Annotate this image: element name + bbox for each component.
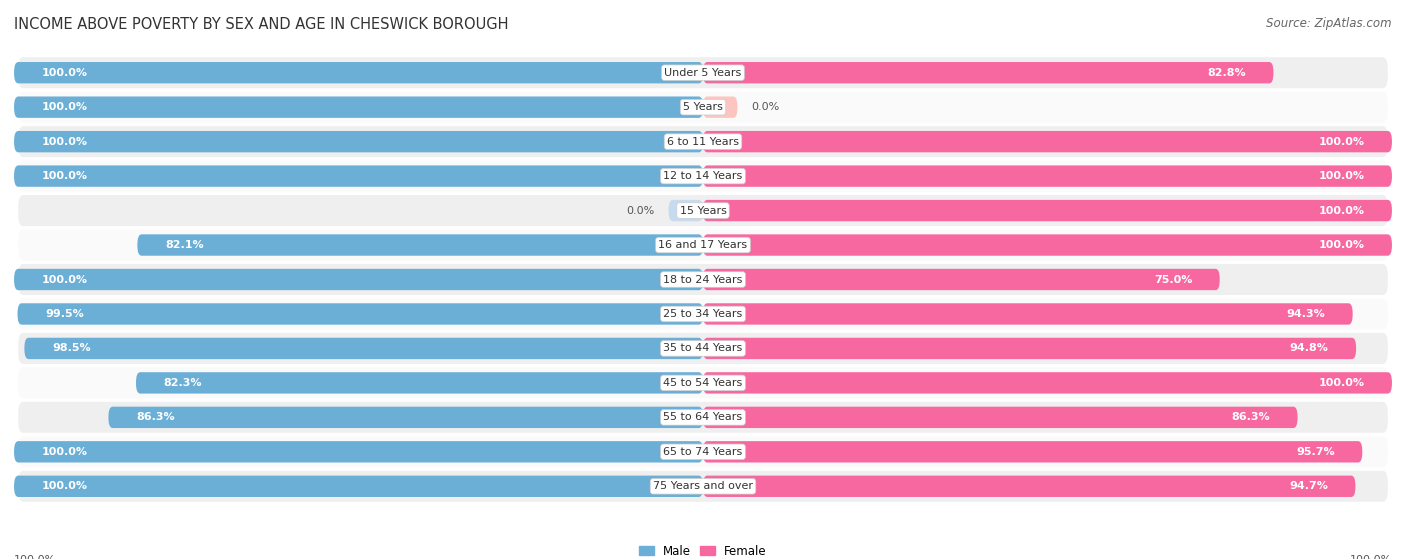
Text: 82.8%: 82.8% — [1208, 68, 1246, 78]
Text: 100.0%: 100.0% — [1319, 136, 1364, 146]
Text: 98.5%: 98.5% — [52, 343, 90, 353]
Text: 82.3%: 82.3% — [163, 378, 202, 388]
FancyBboxPatch shape — [18, 471, 1388, 502]
Legend: Male, Female: Male, Female — [634, 540, 772, 559]
FancyBboxPatch shape — [669, 200, 703, 221]
Text: 15 Years: 15 Years — [679, 206, 727, 216]
Text: 100.0%: 100.0% — [42, 102, 87, 112]
Text: 99.5%: 99.5% — [45, 309, 84, 319]
Text: 100.0%: 100.0% — [1319, 240, 1364, 250]
FancyBboxPatch shape — [703, 131, 1392, 152]
Text: 35 to 44 Years: 35 to 44 Years — [664, 343, 742, 353]
FancyBboxPatch shape — [703, 234, 1392, 255]
Text: 86.3%: 86.3% — [1232, 413, 1270, 423]
FancyBboxPatch shape — [703, 441, 1362, 462]
FancyBboxPatch shape — [14, 62, 703, 83]
Text: 94.3%: 94.3% — [1286, 309, 1324, 319]
FancyBboxPatch shape — [14, 131, 703, 152]
Text: 0.0%: 0.0% — [751, 102, 779, 112]
Text: 94.8%: 94.8% — [1289, 343, 1329, 353]
FancyBboxPatch shape — [703, 476, 1355, 497]
FancyBboxPatch shape — [703, 407, 1298, 428]
FancyBboxPatch shape — [18, 367, 1388, 399]
Text: 100.0%: 100.0% — [1319, 206, 1364, 216]
Text: 100.0%: 100.0% — [42, 447, 87, 457]
Text: Source: ZipAtlas.com: Source: ZipAtlas.com — [1267, 17, 1392, 30]
Text: 6 to 11 Years: 6 to 11 Years — [666, 136, 740, 146]
Text: 95.7%: 95.7% — [1296, 447, 1334, 457]
Text: 12 to 14 Years: 12 to 14 Years — [664, 171, 742, 181]
Text: 100.0%: 100.0% — [1319, 378, 1364, 388]
FancyBboxPatch shape — [18, 126, 1388, 157]
Text: 5 Years: 5 Years — [683, 102, 723, 112]
Text: 100.0%: 100.0% — [1350, 555, 1392, 559]
FancyBboxPatch shape — [18, 264, 1388, 295]
FancyBboxPatch shape — [703, 62, 1274, 83]
Text: 86.3%: 86.3% — [136, 413, 174, 423]
FancyBboxPatch shape — [18, 230, 1388, 260]
FancyBboxPatch shape — [703, 97, 738, 118]
FancyBboxPatch shape — [18, 160, 1388, 192]
Text: 16 and 17 Years: 16 and 17 Years — [658, 240, 748, 250]
FancyBboxPatch shape — [14, 269, 703, 290]
FancyBboxPatch shape — [18, 437, 1388, 467]
FancyBboxPatch shape — [703, 372, 1392, 394]
FancyBboxPatch shape — [703, 165, 1392, 187]
FancyBboxPatch shape — [136, 372, 703, 394]
Text: 100.0%: 100.0% — [42, 274, 87, 285]
FancyBboxPatch shape — [17, 304, 703, 325]
Text: 100.0%: 100.0% — [42, 68, 87, 78]
Text: 75 Years and over: 75 Years and over — [652, 481, 754, 491]
Text: 100.0%: 100.0% — [14, 555, 56, 559]
FancyBboxPatch shape — [14, 97, 703, 118]
FancyBboxPatch shape — [24, 338, 703, 359]
FancyBboxPatch shape — [18, 402, 1388, 433]
FancyBboxPatch shape — [14, 441, 703, 462]
Text: 75.0%: 75.0% — [1154, 274, 1192, 285]
Text: 18 to 24 Years: 18 to 24 Years — [664, 274, 742, 285]
Text: 65 to 74 Years: 65 to 74 Years — [664, 447, 742, 457]
Text: 100.0%: 100.0% — [42, 171, 87, 181]
FancyBboxPatch shape — [138, 234, 703, 255]
Text: INCOME ABOVE POVERTY BY SEX AND AGE IN CHESWICK BOROUGH: INCOME ABOVE POVERTY BY SEX AND AGE IN C… — [14, 17, 509, 32]
Text: 100.0%: 100.0% — [1319, 171, 1364, 181]
Text: 100.0%: 100.0% — [42, 481, 87, 491]
FancyBboxPatch shape — [703, 269, 1220, 290]
FancyBboxPatch shape — [18, 57, 1388, 88]
Text: 25 to 34 Years: 25 to 34 Years — [664, 309, 742, 319]
Text: Under 5 Years: Under 5 Years — [665, 68, 741, 78]
FancyBboxPatch shape — [18, 333, 1388, 364]
FancyBboxPatch shape — [18, 195, 1388, 226]
FancyBboxPatch shape — [18, 92, 1388, 122]
Text: 100.0%: 100.0% — [42, 136, 87, 146]
FancyBboxPatch shape — [703, 200, 1392, 221]
FancyBboxPatch shape — [108, 407, 703, 428]
Text: 55 to 64 Years: 55 to 64 Years — [664, 413, 742, 423]
Text: 45 to 54 Years: 45 to 54 Years — [664, 378, 742, 388]
Text: 82.1%: 82.1% — [165, 240, 204, 250]
FancyBboxPatch shape — [703, 304, 1353, 325]
FancyBboxPatch shape — [14, 476, 703, 497]
FancyBboxPatch shape — [18, 299, 1388, 329]
Text: 0.0%: 0.0% — [627, 206, 655, 216]
FancyBboxPatch shape — [14, 165, 703, 187]
Text: 94.7%: 94.7% — [1289, 481, 1327, 491]
FancyBboxPatch shape — [703, 338, 1357, 359]
